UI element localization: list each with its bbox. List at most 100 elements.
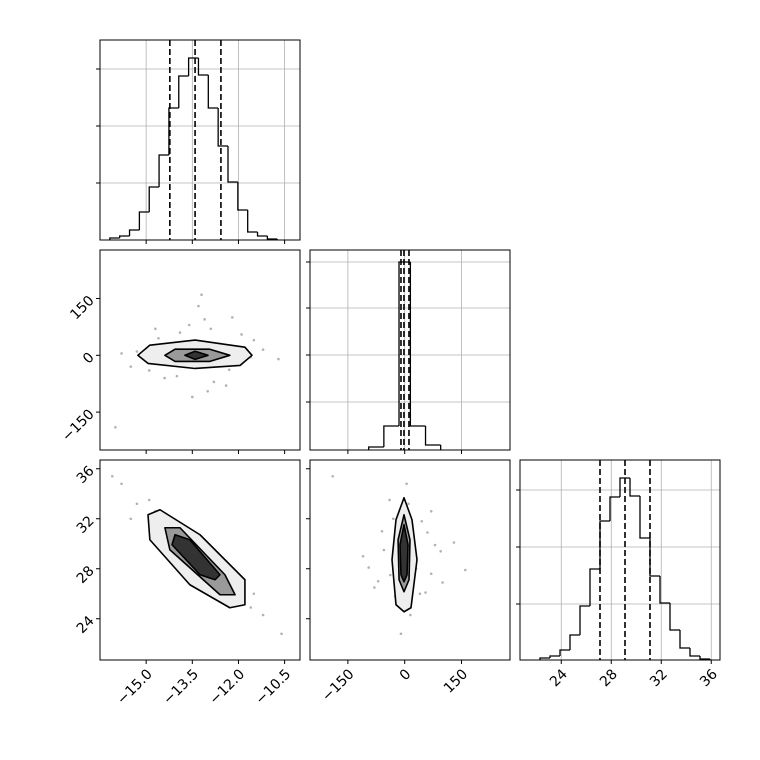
y-tick-label: 32 <box>74 513 98 537</box>
sample-point <box>135 350 139 353</box>
x-tick-label: 28 <box>597 666 621 690</box>
hist-bin <box>679 630 690 649</box>
sample-point <box>367 566 371 569</box>
sample-point <box>187 323 191 327</box>
x-tick-label: −150 <box>319 666 358 705</box>
sample-point <box>373 586 376 589</box>
hist-bin <box>247 210 258 233</box>
hist-bin <box>187 57 199 76</box>
sample-point <box>203 318 206 321</box>
hist-bin <box>639 496 650 539</box>
sample-point <box>380 529 384 533</box>
hist-bin <box>109 237 120 240</box>
contour <box>399 523 409 583</box>
hist-bin <box>549 655 560 658</box>
x-tick-label: 0 <box>397 666 415 684</box>
hist-bin <box>619 477 630 497</box>
hist-bin <box>539 657 550 660</box>
sample-point <box>135 502 139 506</box>
x-tick-label: −13.5 <box>160 666 202 708</box>
sample-point <box>280 632 283 636</box>
sample-point <box>147 498 151 502</box>
hist-bin <box>569 634 580 650</box>
sample-point <box>407 502 410 506</box>
y-tick-label: 28 <box>74 563 98 587</box>
y-tick-label: 24 <box>74 613 98 637</box>
x-tick-label: 24 <box>547 666 571 690</box>
sample-point <box>361 554 365 558</box>
axes-frame <box>309 249 511 451</box>
hist-bin <box>227 146 238 183</box>
sample-point <box>464 568 467 572</box>
sample-point <box>392 517 395 521</box>
sample-point <box>376 579 380 583</box>
hist-bin <box>609 496 620 521</box>
sample-point <box>433 543 437 547</box>
hist-bin <box>368 446 384 450</box>
hist-bin <box>197 58 209 76</box>
x-tick-label: −10.5 <box>253 666 295 708</box>
sample-point <box>227 368 231 371</box>
y-tick-label: 36 <box>74 463 98 487</box>
sample-point <box>197 304 200 308</box>
hist-bin <box>649 538 660 577</box>
hist-bin <box>559 649 570 656</box>
sample-point <box>120 482 123 486</box>
x-tick-label: 150 <box>441 666 471 696</box>
sample-point <box>429 572 433 576</box>
sample-point <box>420 519 424 523</box>
y-tick-label: −150 <box>59 406 98 445</box>
sample-point <box>418 592 422 596</box>
sample-point <box>452 541 456 544</box>
sample-point <box>212 380 216 384</box>
sample-point <box>441 581 444 584</box>
sample-point <box>249 606 253 609</box>
sample-point <box>111 474 114 478</box>
hist-bin <box>168 107 179 155</box>
sample-point <box>163 376 166 380</box>
sample-point <box>389 573 392 577</box>
sample-point <box>200 293 203 296</box>
sample-point <box>231 316 234 319</box>
sample-point <box>331 474 335 478</box>
hist-bin <box>119 235 130 238</box>
hist-bin <box>237 182 248 211</box>
hist-bin <box>178 75 189 108</box>
y-tick-label: 150 <box>67 293 97 323</box>
sample-point <box>178 331 182 334</box>
sample-point <box>252 592 256 596</box>
sample-point <box>191 395 194 399</box>
sample-point <box>388 498 391 502</box>
hist-bin <box>659 576 670 604</box>
hist-bin <box>599 520 610 569</box>
hist-bin <box>138 211 150 230</box>
sample-point <box>147 369 151 372</box>
sample-point <box>261 348 265 351</box>
sample-point <box>157 336 160 340</box>
sample-point <box>424 591 427 594</box>
hist-bin <box>256 232 268 237</box>
hist-bin <box>158 154 169 187</box>
hist-bin <box>689 648 700 657</box>
hist-bin <box>148 186 160 212</box>
sample-point <box>209 327 213 331</box>
sample-point <box>206 389 209 393</box>
x-tick-label: 36 <box>697 666 721 690</box>
sample-point <box>252 338 256 342</box>
sample-point <box>382 548 386 552</box>
hist-bin <box>409 262 426 427</box>
x-tick-label: −15.0 <box>114 666 156 708</box>
hist-bin <box>669 603 680 631</box>
x-tick-label: 32 <box>647 666 671 690</box>
hist-bin <box>579 605 590 635</box>
hist-bin <box>699 656 710 660</box>
sample-point <box>399 632 403 636</box>
sample-point <box>120 352 123 355</box>
sample-point <box>426 531 429 534</box>
hist-bin <box>424 426 441 446</box>
sample-point <box>175 374 179 378</box>
sample-point <box>261 613 265 617</box>
sample-point <box>240 333 243 336</box>
sample-point <box>129 365 133 368</box>
